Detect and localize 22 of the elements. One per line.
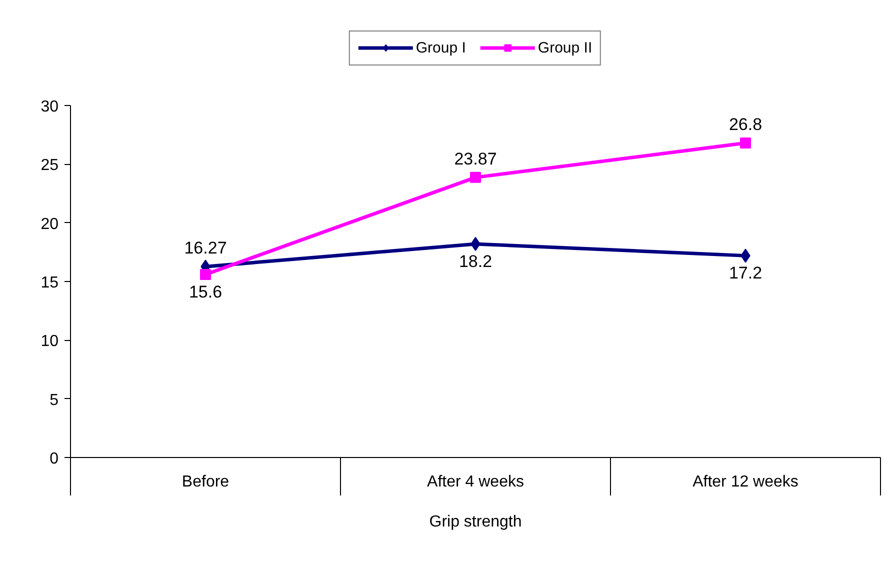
data-label: 15.6 xyxy=(188,282,222,302)
point xyxy=(740,138,751,149)
x-tick-label: Before xyxy=(182,474,230,490)
y-tick-label: 25 xyxy=(40,157,59,174)
data-label: 16.27 xyxy=(184,238,227,258)
x-axis-title: Grip strength xyxy=(429,514,522,530)
y-tick-label: 10 xyxy=(40,333,59,350)
y-tick-label: 5 xyxy=(50,392,59,409)
data-label: 23.87 xyxy=(454,149,497,168)
x-tick-label: After 4 weeks xyxy=(427,474,524,490)
data-label: 18.2 xyxy=(458,252,492,271)
data-label: 17.2 xyxy=(728,264,762,283)
y-tick-label: 20 xyxy=(40,216,59,233)
data-label: 26.8 xyxy=(728,115,762,134)
legend-label: Group I xyxy=(416,39,466,56)
x-tick-label: After 12 weeks xyxy=(692,474,798,490)
y-tick-label: 30 xyxy=(40,98,59,116)
point xyxy=(200,268,211,280)
y-tick-label: 0 xyxy=(50,450,59,468)
y-tick-label: 15 xyxy=(40,274,59,292)
legend-label: Group II xyxy=(538,39,592,56)
point xyxy=(470,172,481,183)
